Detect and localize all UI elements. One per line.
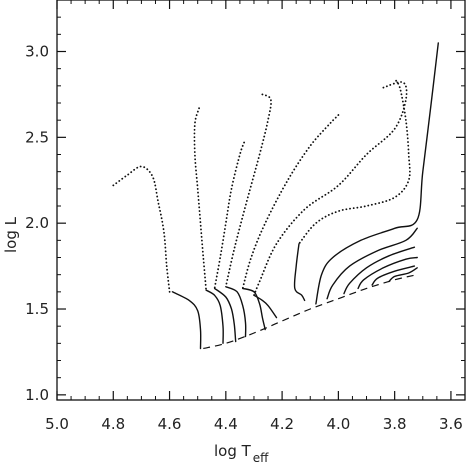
track-solid-19 (371, 265, 416, 286)
x-tick-label: 3.6 (439, 415, 463, 433)
track-solid-15 (315, 42, 439, 305)
x-axis-label-main: log T (214, 442, 252, 460)
evolutionary-tracks (112, 42, 439, 350)
track-dotted-3 (193, 107, 207, 291)
x-axis-label-subscript: eff (253, 451, 269, 465)
x-tick-label: 4.6 (158, 415, 182, 433)
x-tick-label: 3.8 (383, 415, 407, 433)
x-tick-label: 4.2 (270, 415, 294, 433)
x-tick-label: 4.4 (214, 415, 238, 433)
track-dotted-7 (224, 93, 272, 288)
track-solid-17 (343, 246, 416, 295)
track-solid-6 (213, 287, 237, 343)
axis-ticks (56, 0, 466, 400)
y-tick-label: 1.5 (25, 300, 49, 318)
track-solid-2 (171, 291, 202, 350)
track-solid-18 (357, 256, 418, 290)
y-tick-label: 3.0 (25, 43, 49, 61)
x-tick-labels: 5.0 4.8 4.6 4.4 4.2 4.0 3.8 3.6 (45, 415, 463, 433)
track-solid-20 (388, 267, 418, 283)
track-dotted-1 (112, 165, 171, 293)
y-tick-labels: 1.0 1.5 2.0 2.5 3.0 (25, 43, 49, 404)
x-tick-label: 4.0 (326, 415, 350, 433)
y-tick-label: 2.0 (25, 214, 49, 232)
y-tick-label: 1.0 (25, 386, 49, 404)
y-tick-label: 2.5 (25, 128, 49, 146)
y-axis-label: log L (2, 216, 20, 253)
plot-frame (56, 0, 466, 401)
track-dashed-0 (203, 274, 418, 350)
track-solid-10 (242, 287, 266, 331)
x-tick-label: 5.0 (45, 415, 69, 433)
track-dotted-5 (213, 141, 245, 290)
x-tick-label: 4.8 (101, 415, 125, 433)
track-solid-4 (205, 289, 224, 344)
track-dotted-11 (253, 81, 408, 297)
track-solid-16 (326, 227, 418, 300)
track-solid-14 (293, 243, 306, 302)
track-solid-8 (225, 286, 247, 338)
track-solid-12 (253, 294, 278, 319)
